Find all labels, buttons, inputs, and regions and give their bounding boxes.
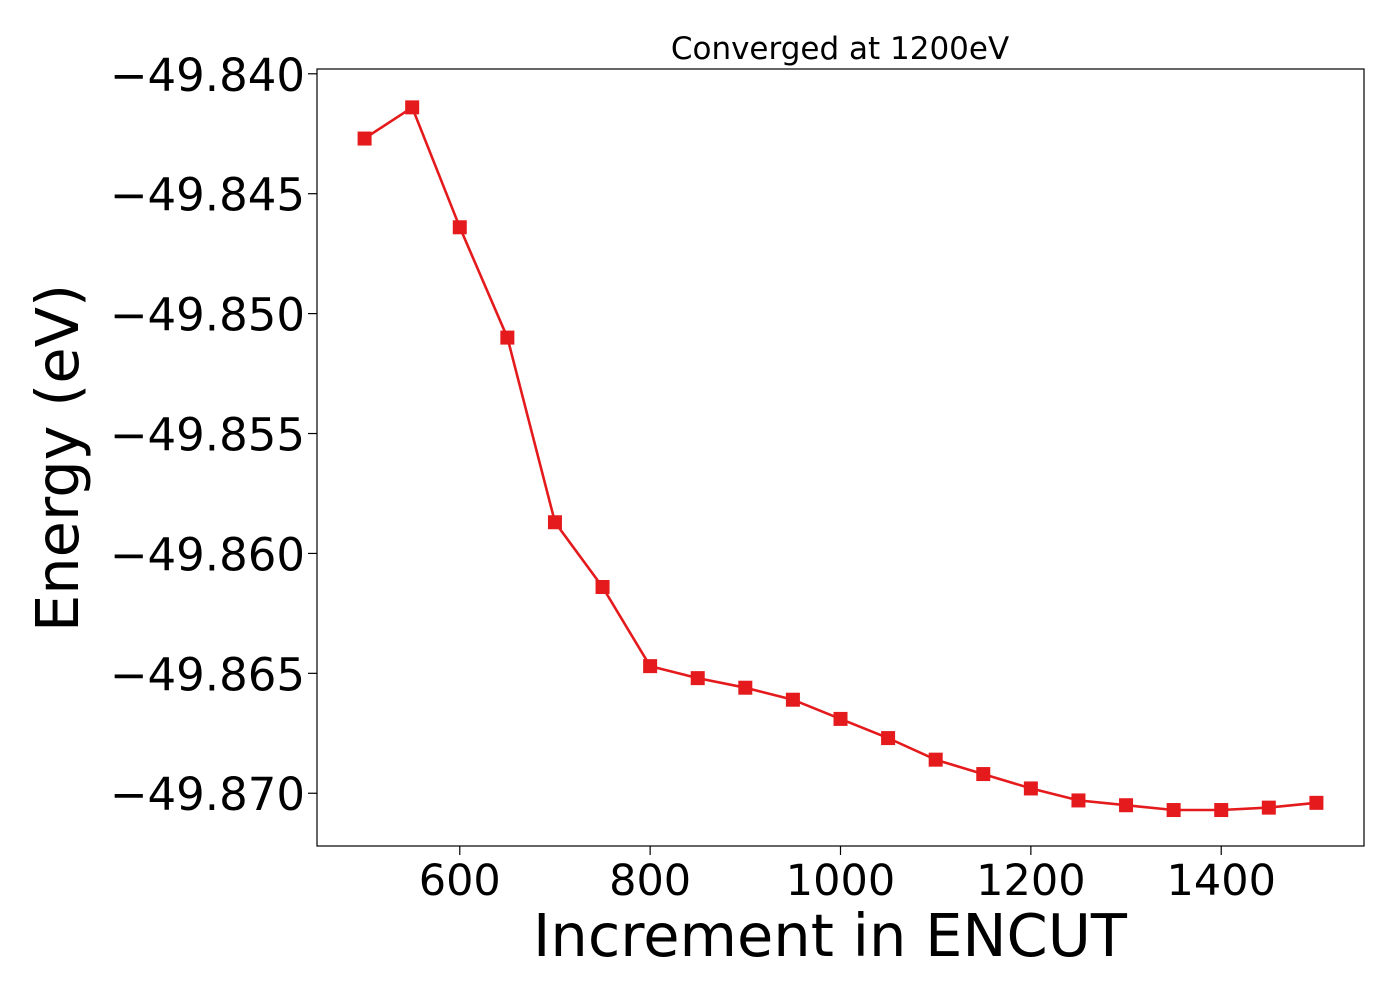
data-point-marker <box>1166 803 1181 818</box>
x-tick-label: 1200 <box>976 856 1085 906</box>
y-axis: −49.840 −49.845 −49.850 −49.855 −49.860 −49.8… <box>110 49 317 821</box>
data-point-marker <box>976 767 991 782</box>
data-point-marker <box>785 692 800 707</box>
data-point-marker <box>643 659 658 674</box>
data-point-marker <box>405 100 420 115</box>
data-point-marker <box>1071 793 1086 808</box>
y-tick-label: −49.860 <box>110 528 305 581</box>
y-tick-label: −49.870 <box>110 768 305 821</box>
series-line <box>363 105 1317 812</box>
data-point-marker <box>500 330 515 345</box>
y-tick-label: −49.845 <box>110 169 305 222</box>
y-tick-label: −49.840 <box>110 49 305 102</box>
y-tick-label: −49.865 <box>110 648 305 701</box>
x-tick-label: 800 <box>609 856 691 906</box>
data-point-marker <box>1261 800 1276 815</box>
chart-title: Converged at 1200eV <box>671 31 1009 67</box>
data-point-marker <box>928 752 943 767</box>
x-tick-label: 1000 <box>786 856 895 906</box>
data-point-marker <box>881 731 896 746</box>
x-tick-label: 1400 <box>1167 856 1276 906</box>
series-layer <box>357 100 1324 818</box>
x-tick-label: 600 <box>419 856 501 906</box>
x-axis-label: Increment in ENCUT <box>533 901 1128 970</box>
data-point-marker <box>452 220 467 235</box>
data-point-marker <box>738 680 753 695</box>
data-point-marker <box>690 671 705 686</box>
data-point-marker <box>833 711 848 726</box>
x-axis: 600 800 1000 1200 1400 <box>419 846 1276 906</box>
data-point-marker <box>595 580 610 594</box>
data-point-marker <box>1023 781 1038 796</box>
plot-frame <box>316 68 1365 847</box>
y-tick-label: −49.855 <box>110 409 305 462</box>
data-point-marker <box>547 515 562 530</box>
data-point-marker <box>1119 798 1134 813</box>
data-point-marker <box>1214 803 1229 818</box>
y-axis-label: Energy (eV) <box>23 284 92 632</box>
plot-area-border <box>316 68 1365 847</box>
data-point-marker <box>1309 795 1324 810</box>
y-tick-label: −49.850 <box>110 289 305 342</box>
data-point-marker <box>357 131 372 146</box>
